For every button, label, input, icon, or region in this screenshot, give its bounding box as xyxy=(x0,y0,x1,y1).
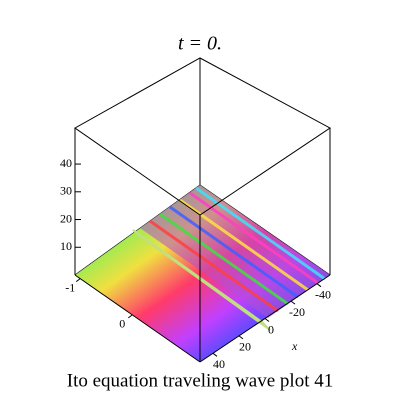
z-tick-label: 20 xyxy=(60,211,72,225)
x-tick xyxy=(212,352,218,357)
surface xyxy=(74,184,331,363)
x-tick xyxy=(238,335,244,340)
y-tick xyxy=(75,278,81,283)
y-tick-label: -1 xyxy=(65,280,75,294)
x-axis-label: x xyxy=(291,339,298,353)
z-tick-label: 30 xyxy=(60,184,72,198)
x-tick-label: -20 xyxy=(289,305,305,319)
chart-title: t = 0. xyxy=(178,33,222,55)
y-tick xyxy=(127,314,133,319)
x-tick xyxy=(290,300,296,305)
z-tick-label: 40 xyxy=(60,156,72,170)
x-tick xyxy=(264,318,270,322)
x-tick-label: -40 xyxy=(315,287,331,301)
x-tick-label: 40 xyxy=(213,357,225,371)
z-tick-label: 10 xyxy=(60,239,72,253)
x-tick xyxy=(316,283,322,288)
x-tick-label: 0 xyxy=(268,322,274,336)
y-tick-label: 0 xyxy=(119,317,125,331)
x-tick-label: 20 xyxy=(239,340,251,354)
caption: Ito equation traveling wave plot 41 xyxy=(67,370,333,391)
